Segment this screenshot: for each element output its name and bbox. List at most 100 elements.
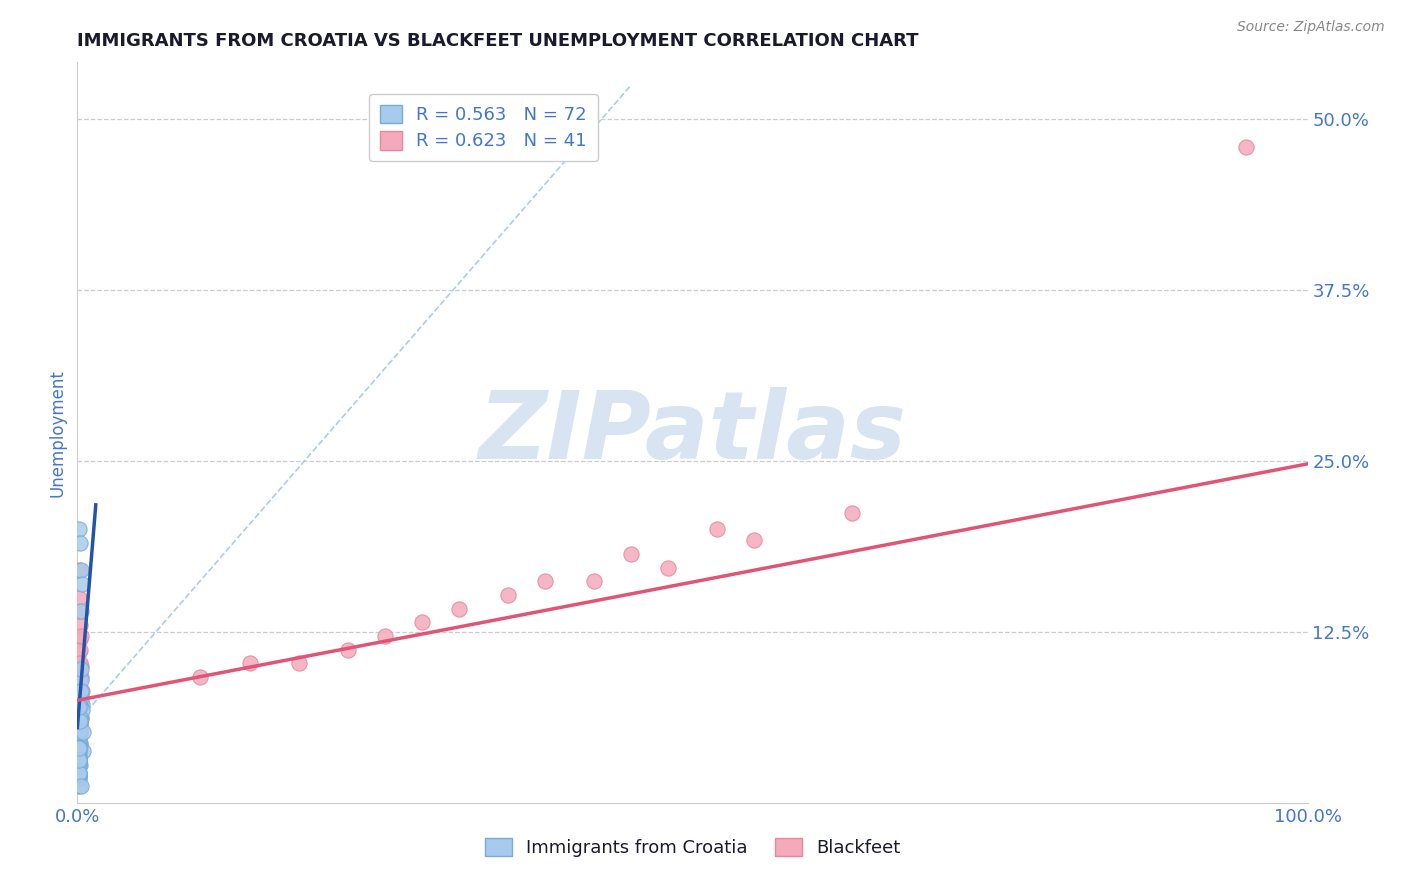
Point — [67, 564, 90, 578]
Point — [67, 765, 90, 780]
Point — [70, 564, 93, 578]
Point — [69, 693, 91, 707]
Point — [67, 727, 90, 741]
Point — [67, 739, 90, 754]
Point — [69, 714, 91, 728]
Point — [67, 673, 90, 687]
Point — [67, 770, 90, 784]
Point — [70, 662, 93, 676]
Point — [69, 632, 91, 646]
Point — [411, 615, 433, 630]
Point — [583, 574, 606, 589]
Point — [70, 629, 93, 643]
Point — [67, 755, 90, 769]
Point — [67, 757, 90, 772]
Point — [69, 736, 91, 750]
Point — [69, 757, 91, 772]
Point — [67, 724, 90, 739]
Point — [1234, 140, 1257, 154]
Point — [70, 711, 93, 725]
Point — [534, 574, 557, 589]
Point — [67, 747, 90, 762]
Point — [742, 533, 765, 548]
Point — [706, 523, 728, 537]
Point — [496, 588, 519, 602]
Point — [657, 560, 679, 574]
Point — [70, 683, 93, 698]
Point — [67, 768, 90, 782]
Point — [69, 657, 91, 671]
Point — [67, 768, 90, 782]
Text: IMMIGRANTS FROM CROATIA VS BLACKFEET UNEMPLOYMENT CORRELATION CHART: IMMIGRANTS FROM CROATIA VS BLACKFEET UNE… — [77, 32, 920, 50]
Point — [67, 741, 90, 756]
Point — [69, 711, 91, 725]
Point — [70, 673, 93, 687]
Y-axis label: Unemployment: Unemployment — [48, 368, 66, 497]
Point — [67, 604, 90, 618]
Point — [288, 657, 311, 671]
Point — [69, 741, 91, 756]
Point — [69, 723, 91, 738]
Point — [67, 686, 90, 700]
Point — [70, 604, 93, 618]
Point — [67, 771, 90, 785]
Point — [67, 686, 90, 700]
Point — [67, 756, 90, 771]
Point — [70, 577, 93, 591]
Point — [70, 670, 93, 684]
Point — [67, 765, 90, 780]
Point — [67, 744, 90, 758]
Point — [67, 741, 90, 756]
Point — [69, 739, 91, 753]
Point — [70, 698, 93, 712]
Point — [69, 713, 91, 727]
Point — [69, 716, 91, 731]
Point — [67, 771, 90, 785]
Point — [841, 506, 863, 520]
Point — [69, 536, 91, 550]
Point — [70, 698, 93, 712]
Point — [70, 686, 93, 700]
Point — [67, 780, 90, 794]
Point — [70, 683, 93, 698]
Point — [69, 714, 91, 728]
Point — [70, 780, 93, 794]
Point — [67, 752, 90, 766]
Text: ZIPatlas: ZIPatlas — [478, 386, 907, 479]
Point — [69, 683, 91, 698]
Point — [67, 755, 90, 769]
Point — [337, 642, 360, 657]
Point — [69, 618, 91, 632]
Point — [67, 754, 90, 768]
Point — [67, 706, 90, 721]
Point — [67, 523, 90, 537]
Point — [67, 750, 90, 764]
Point — [67, 741, 90, 756]
Point — [67, 711, 90, 725]
Point — [72, 744, 94, 758]
Point — [67, 700, 90, 714]
Point — [67, 591, 90, 605]
Point — [67, 724, 90, 739]
Point — [67, 739, 90, 754]
Point — [374, 629, 396, 643]
Point — [69, 723, 91, 738]
Point — [70, 659, 93, 673]
Point — [67, 755, 90, 769]
Point — [67, 673, 90, 687]
Point — [67, 750, 90, 764]
Point — [69, 642, 91, 657]
Point — [67, 730, 90, 744]
Point — [67, 739, 90, 753]
Point — [67, 754, 90, 768]
Point — [67, 703, 90, 717]
Point — [67, 730, 90, 744]
Point — [70, 711, 93, 725]
Point — [69, 726, 91, 740]
Text: Source: ZipAtlas.com: Source: ZipAtlas.com — [1237, 20, 1385, 34]
Point — [67, 741, 90, 756]
Point — [67, 645, 90, 659]
Point — [70, 703, 93, 717]
Point — [188, 670, 212, 684]
Point — [239, 657, 262, 671]
